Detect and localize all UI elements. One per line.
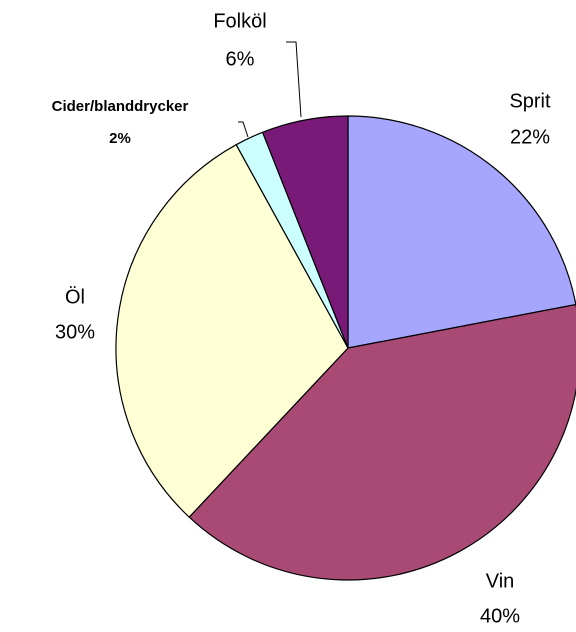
slice-label: Folköl [213, 10, 266, 32]
leader-line [238, 121, 249, 138]
pie-slice [115, 143, 349, 518]
slice-label: Öl [65, 286, 85, 308]
slice-label: Cider/blanddrycker [52, 98, 189, 115]
pie-slice [261, 115, 349, 349]
slice-value-label: 2% [109, 130, 131, 147]
slice-value-label: 30% [55, 321, 95, 343]
slice-value-label: 22% [510, 126, 550, 148]
slice-value-label: 40% [480, 605, 520, 627]
pie-slice [347, 115, 576, 349]
leader-line [286, 41, 302, 118]
slice-label: Vin [486, 570, 515, 592]
slice-label: Sprit [509, 90, 551, 112]
pie-slice [188, 303, 576, 581]
slice-value-label: 6% [226, 48, 255, 70]
